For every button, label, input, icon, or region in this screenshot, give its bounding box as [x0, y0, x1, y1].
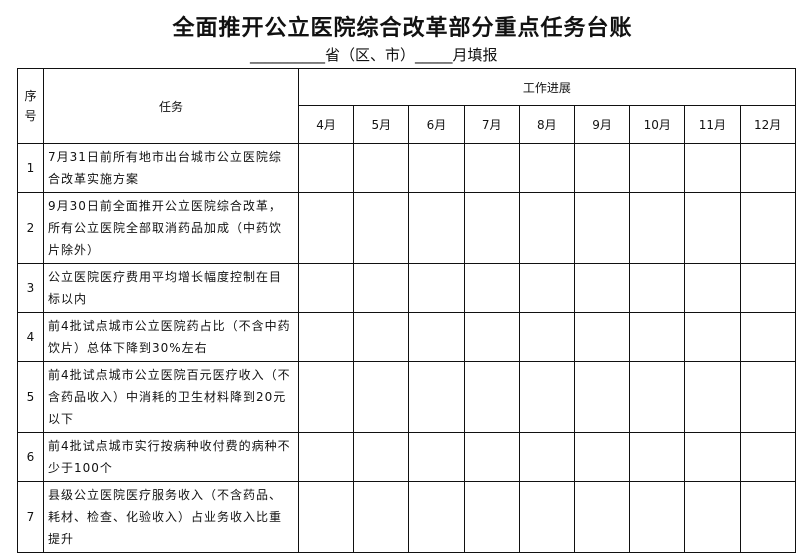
progress-cell[interactable]: [739, 432, 796, 482]
row-task: 公立医院医疗费用平均增长幅度控制在目标以内: [43, 263, 299, 313]
progress-cell[interactable]: [297, 361, 355, 433]
progress-cell[interactable]: [629, 312, 686, 362]
progress-cell[interactable]: [573, 192, 631, 264]
header-progress: 工作进展: [298, 68, 796, 106]
header-month: 12月: [739, 105, 796, 144]
progress-cell[interactable]: [353, 361, 410, 433]
progress-cell[interactable]: [518, 432, 575, 482]
progress-cell[interactable]: [684, 312, 741, 362]
progress-cell[interactable]: [684, 143, 741, 193]
progress-cell[interactable]: [739, 263, 796, 313]
progress-cell[interactable]: [463, 312, 520, 362]
progress-cell[interactable]: [408, 361, 465, 433]
progress-cell[interactable]: [518, 361, 575, 433]
progress-cell[interactable]: [573, 143, 631, 193]
progress-cell[interactable]: [408, 432, 465, 482]
header-month: 7月: [463, 105, 520, 144]
progress-cell[interactable]: [739, 312, 796, 362]
progress-cell[interactable]: [629, 263, 686, 313]
row-task: 前4批试点城市实行按病种收付费的病种不少于100个: [43, 432, 299, 482]
header-month: 5月: [353, 105, 410, 144]
header-seq: 序号: [17, 68, 44, 144]
progress-cell[interactable]: [297, 481, 355, 553]
page-subtitle: __________省（区、市）_____月填报: [250, 46, 498, 64]
row-seq: 7: [17, 481, 44, 553]
progress-cell[interactable]: [629, 361, 686, 433]
progress-cell[interactable]: [463, 143, 520, 193]
progress-cell[interactable]: [297, 263, 355, 313]
task-ledger-table: 序号 任务 工作进展 4月 5月 6月 7月 8月 9月 10月 11月 12月 1 7月31日前…: [17, 68, 796, 553]
progress-cell[interactable]: [684, 481, 741, 553]
progress-cell[interactable]: [297, 143, 355, 193]
progress-cell[interactable]: [629, 481, 686, 553]
progress-cell[interactable]: [684, 192, 741, 264]
header-month: 8月: [518, 105, 575, 144]
progress-cell[interactable]: [408, 312, 465, 362]
progress-cell[interactable]: [297, 432, 355, 482]
progress-cell[interactable]: [353, 263, 410, 313]
progress-cell[interactable]: [353, 432, 410, 482]
progress-cell[interactable]: [463, 432, 520, 482]
header-month: 10月: [629, 105, 686, 144]
progress-cell[interactable]: [739, 143, 796, 193]
progress-cell[interactable]: [463, 361, 520, 433]
header-month: 11月: [684, 105, 741, 144]
row-task: 9月30日前全面推开公立医院综合改革，所有公立医院全部取消药品加成（中药饮片除外…: [43, 192, 299, 264]
progress-cell[interactable]: [739, 361, 796, 433]
row-seq: 2: [17, 192, 44, 264]
row-task: 前4批试点城市公立医院百元医疗收入（不含药品收入）中消耗的卫生材料降到20元以下: [43, 361, 299, 433]
progress-cell[interactable]: [408, 481, 465, 553]
table-row: 4 前4批试点城市公立医院药占比（不含中药饮片）总体下降到30%左右: [17, 312, 796, 362]
progress-cell[interactable]: [573, 432, 631, 482]
table-row: 1 7月31日前所有地市出台城市公立医院综合改革实施方案: [17, 143, 796, 193]
row-seq: 3: [17, 263, 44, 313]
progress-cell[interactable]: [684, 263, 741, 313]
progress-cell[interactable]: [518, 481, 575, 553]
header-month: 4月: [297, 105, 355, 144]
progress-cell[interactable]: [739, 192, 796, 264]
table-row: 5 前4批试点城市公立医院百元医疗收入（不含药品收入）中消耗的卫生材料降到20元以…: [17, 361, 796, 433]
page-title: 全面推开公立医院综合改革部分重点任务台账: [172, 16, 633, 41]
row-task: 7月31日前所有地市出台城市公立医院综合改革实施方案: [43, 143, 299, 193]
progress-cell[interactable]: [573, 361, 631, 433]
row-seq: 6: [17, 432, 44, 482]
progress-cell[interactable]: [629, 432, 686, 482]
progress-cell[interactable]: [739, 481, 796, 553]
progress-cell[interactable]: [463, 192, 520, 264]
header-task: 任务: [43, 68, 299, 144]
table-row: 2 9月30日前全面推开公立医院综合改革，所有公立医院全部取消药品加成（中药饮片除…: [17, 192, 796, 264]
progress-cell[interactable]: [353, 481, 410, 553]
progress-cell[interactable]: [573, 263, 631, 313]
progress-cell[interactable]: [518, 192, 575, 264]
table-row: 6 前4批试点城市实行按病种收付费的病种不少于100个: [17, 432, 796, 482]
row-task: 前4批试点城市公立医院药占比（不含中药饮片）总体下降到30%左右: [43, 312, 299, 362]
progress-cell[interactable]: [297, 312, 355, 362]
progress-cell[interactable]: [408, 263, 465, 313]
progress-cell[interactable]: [463, 263, 520, 313]
progress-cell[interactable]: [629, 192, 686, 264]
header-month: 9月: [573, 105, 631, 144]
row-seq: 4: [17, 312, 44, 362]
progress-cell[interactable]: [573, 481, 631, 553]
progress-cell[interactable]: [629, 143, 686, 193]
progress-cell[interactable]: [408, 192, 465, 264]
table-row: 3 公立医院医疗费用平均增长幅度控制在目标以内: [17, 263, 796, 313]
row-seq: 5: [17, 361, 44, 433]
progress-cell[interactable]: [408, 143, 465, 193]
progress-cell[interactable]: [353, 192, 410, 264]
progress-cell[interactable]: [463, 481, 520, 553]
progress-cell[interactable]: [518, 263, 575, 313]
row-seq: 1: [17, 143, 44, 193]
progress-cell[interactable]: [297, 192, 355, 264]
row-task: 县级公立医院医疗服务收入（不含药品、耗材、检查、化验收入）占业务收入比重提升: [43, 481, 299, 553]
progress-cell[interactable]: [518, 312, 575, 362]
progress-cell[interactable]: [573, 312, 631, 362]
progress-cell[interactable]: [353, 312, 410, 362]
table-row: 7 县级公立医院医疗服务收入（不含药品、耗材、检查、化验收入）占业务收入比重提升: [17, 481, 796, 553]
progress-cell[interactable]: [684, 361, 741, 433]
progress-cell[interactable]: [684, 432, 741, 482]
progress-cell[interactable]: [353, 143, 410, 193]
progress-cell[interactable]: [518, 143, 575, 193]
header-month: 6月: [408, 105, 465, 144]
